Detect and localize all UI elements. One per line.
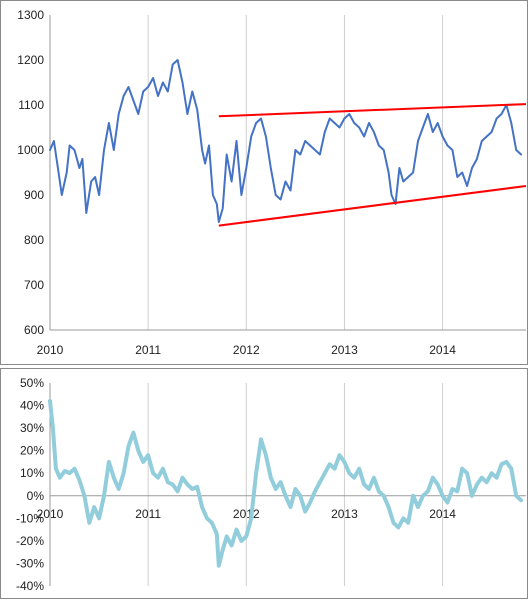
return-y-tick-20pct: 20% [20, 444, 44, 458]
price-series [49, 59, 523, 223]
return-x-tick-2010: 2010 [37, 507, 64, 521]
return-y-tick-neg10pct: -10% [16, 511, 44, 525]
price-y-tick-1200: 1200 [17, 53, 44, 67]
return-x-tick-2013: 2013 [331, 507, 358, 521]
return-chart-y-tick-labels: 50% 40% 30% 20% 10% 0% -10% -20% -30% -40% [16, 376, 44, 593]
return-y-tick-neg30pct: -30% [16, 556, 44, 570]
price-chart-y-tick-labels: 600 700 800 900 1000 1100 1200 1300 [17, 8, 44, 337]
price-x-tick-2012: 2012 [233, 343, 260, 357]
price-x-tick-2010: 2010 [37, 343, 64, 357]
lower-trendline [218, 185, 527, 227]
return-chart-gridlines [50, 383, 526, 586]
return-y-tick-50pct: 50% [20, 376, 44, 390]
price-chart-frame [0, 0, 528, 365]
price-chart-x-tick-labels: 2010 2011 2012 2013 2014 [37, 343, 457, 357]
price-y-tick-800: 800 [24, 233, 44, 247]
return-y-tick-0pct: 0% [27, 489, 45, 503]
price-x-tick-2011: 2011 [135, 343, 161, 357]
price-y-tick-900: 900 [24, 188, 44, 202]
price-x-tick-2013: 2013 [331, 343, 358, 357]
return-series-line [48, 399, 524, 568]
return-y-tick-neg40pct: -40% [16, 579, 44, 593]
price-y-tick-600: 600 [24, 323, 44, 337]
price-chart-gridlines [147, 15, 444, 330]
return-y-tick-30pct: 30% [20, 421, 44, 435]
price-y-tick-700: 700 [24, 278, 44, 292]
return-x-tick-2014: 2014 [429, 507, 456, 521]
return-y-tick-40pct: 40% [20, 399, 44, 413]
price-series-line [49, 59, 523, 223]
return-x-tick-2011: 2011 [135, 507, 161, 521]
return-chart-panel: 50% 40% 30% 20% 10% 0% -10% -20% -30% -40% 2010 20… [0, 368, 528, 599]
return-x-tick-2012: 2012 [233, 507, 260, 521]
trendline-group [218, 103, 527, 227]
price-y-tick-1000: 1000 [17, 143, 44, 157]
return-series [48, 399, 524, 568]
price-y-tick-1300: 1300 [17, 8, 44, 22]
return-y-tick-10pct: 10% [20, 466, 44, 480]
price-y-tick-1100: 1100 [18, 98, 44, 112]
return-y-tick-neg20pct: -20% [16, 534, 44, 548]
upper-trendline [218, 103, 527, 118]
price-x-tick-2014: 2014 [429, 343, 456, 357]
